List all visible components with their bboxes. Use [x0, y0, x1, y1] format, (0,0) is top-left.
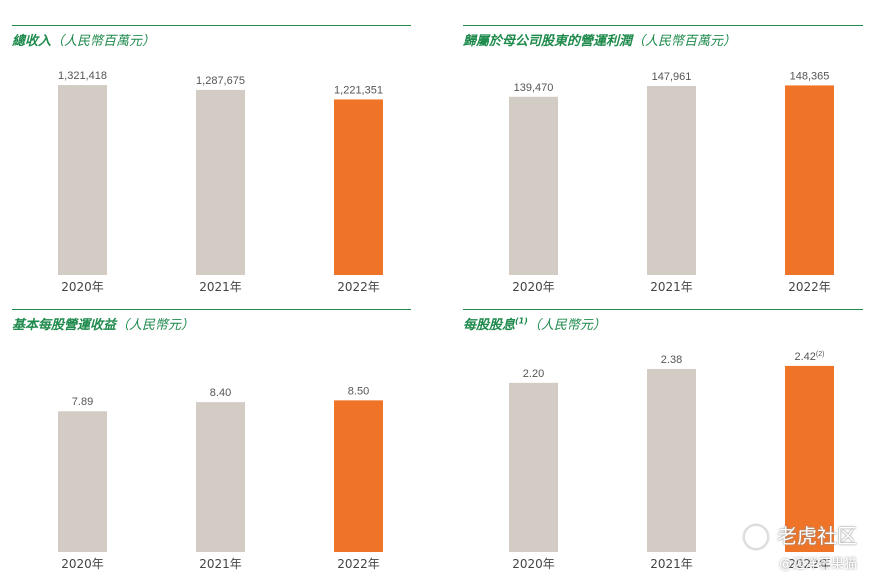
- bar-2021年: [196, 402, 245, 552]
- chart-title: 基本每股營運收益（人民幣元）: [12, 318, 195, 333]
- data-label: 1,321,418: [58, 70, 107, 82]
- data-label: 2.20: [523, 368, 544, 380]
- category-label: 2020年: [61, 557, 104, 571]
- panel-rule: [463, 25, 863, 26]
- chart-title: 歸屬於母公司股東的營運利潤（人民幣百萬元）: [463, 34, 737, 49]
- category-label: 2020年: [512, 557, 555, 571]
- chart-title: 總收入（人民幣百萬元）: [12, 34, 156, 49]
- category-label: 2021年: [199, 557, 242, 571]
- panel-rule: [12, 25, 411, 26]
- category-label: 2021年: [650, 557, 693, 571]
- category-label: 2020年: [61, 280, 104, 294]
- bar-2021年: [647, 85, 696, 275]
- bar-2021年: [196, 89, 245, 275]
- data-label: 2.42(2): [795, 351, 825, 363]
- bar-2022年: [334, 400, 383, 552]
- watermark-logo: 老虎社区: [743, 520, 857, 550]
- chart-title: 每股股息(1)（人民幣元）: [463, 316, 606, 333]
- data-label: 148,365: [790, 70, 830, 82]
- chart-unit: （人民幣百萬元）: [51, 34, 156, 49]
- label-footnote: (2): [816, 351, 825, 358]
- category-label: 2021年: [650, 280, 693, 294]
- category-label: 2022年: [788, 557, 831, 571]
- category-label: 2022年: [788, 280, 831, 294]
- bar-chart-total-revenue: 1,321,418 2020年 1,287,675 2021年 1,221,351 202…: [58, 70, 383, 294]
- category-label: 2021年: [199, 280, 242, 294]
- chart-unit: （人民幣百萬元）: [632, 34, 737, 49]
- watermark-text: 老虎社区: [777, 523, 857, 548]
- data-label: 139,470: [514, 82, 554, 94]
- chart-panel-dividend-per-share: 每股股息(1)（人民幣元） 2.20 2020年 2.38 2021年 2.42(2) 2…: [463, 309, 863, 574]
- bar-2022年: [334, 99, 383, 276]
- bar-2022年: [785, 365, 834, 552]
- chart-panel-total-revenue: 總收入（人民幣百萬元） 1,321,418 2020年 1,287,675 2021年…: [12, 25, 411, 297]
- title-footnote: (1): [515, 316, 528, 326]
- data-label: 1,221,351: [334, 84, 383, 96]
- category-label: 2022年: [337, 280, 380, 294]
- bar-2020年: [509, 96, 558, 275]
- bar-2020年: [58, 85, 107, 275]
- bar-chart-dividend-per-share: 2.20 2020年 2.38 2021年 2.42(2) 2022年: [509, 351, 834, 571]
- bar-chart-operating-eps: 7.89 2020年 8.40 2021年 8.50 2022年: [58, 385, 383, 571]
- chart-panel-operating-profit: 歸屬於母公司股東的營運利潤（人民幣百萬元） 139,470 2020年 147,96…: [463, 25, 863, 297]
- chart-unit: （人民幣元）: [116, 318, 195, 333]
- data-label: 8.40: [210, 387, 231, 399]
- bar-2020年: [58, 411, 107, 552]
- bar-2022年: [785, 85, 834, 275]
- bar-2021年: [647, 368, 696, 552]
- tiger-paw-icon: [743, 524, 769, 550]
- data-label: 8.50: [348, 385, 369, 397]
- chart-unit: （人民幣元）: [527, 318, 606, 333]
- data-label: 2.38: [661, 354, 682, 366]
- bar-chart-operating-profit: 139,470 2020年 147,961 2021年 148,365 2022年: [509, 70, 834, 294]
- panel-rule: [463, 309, 863, 310]
- panel-rule: [12, 309, 411, 310]
- data-label: 7.89: [72, 396, 93, 408]
- category-label: 2022年: [337, 557, 380, 571]
- data-label: 1,287,675: [196, 75, 245, 87]
- data-label: 147,961: [652, 71, 692, 83]
- watermark-author: @迈洋芒果猫: [778, 557, 857, 572]
- chart-panel-operating-eps: 基本每股營運收益（人民幣元） 7.89 2020年 8.40 2021年 8.50 202…: [12, 309, 411, 574]
- bar-2020年: [509, 382, 558, 552]
- category-label: 2020年: [512, 280, 555, 294]
